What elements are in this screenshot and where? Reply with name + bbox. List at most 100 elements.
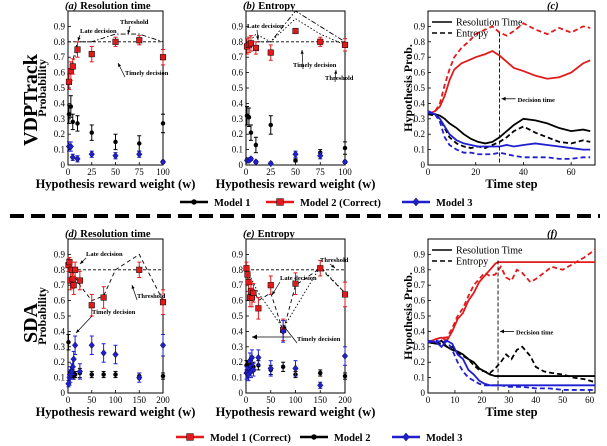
data-point	[252, 44, 259, 52]
y-tick-label: 0.7	[54, 280, 66, 290]
series-line	[427, 339, 595, 387]
panel-title-text: Entropy	[258, 1, 296, 12]
data-point	[341, 158, 349, 166]
legend-label: Model 2 (Correct)	[300, 198, 381, 209]
y-tick-label: 0.9	[232, 21, 244, 31]
legend-label: Model 1	[214, 198, 250, 209]
x-tick-label: 75	[316, 167, 326, 177]
y-tick-label: 0.8	[232, 37, 244, 47]
y-tick-label: 0	[421, 388, 426, 398]
annotation-arrowhead	[80, 260, 84, 264]
legend-bottom: Model 1 (Correct) Model 2 Model 3	[176, 432, 462, 444]
annotation-arrow	[282, 324, 298, 344]
y-tick-label: 0.3	[414, 114, 426, 124]
data-point	[65, 78, 73, 85]
data-point	[136, 150, 143, 158]
data-point	[160, 373, 166, 379]
panel-letter: (b)	[243, 1, 255, 12]
x-tick-label: 25	[266, 167, 276, 177]
data-point	[159, 158, 167, 166]
panel-title: (d) Resolution time	[65, 229, 151, 240]
data-point	[244, 271, 251, 278]
panel-letter: (e)	[243, 229, 255, 240]
panel-f: 0 0.1 0.2 0.3 0.4 0.5 0.6 0.7 0.8 0.9 0 10 20 30 40 50 6…	[401, 229, 596, 419]
annotation-timely-decision: Timely decision	[125, 70, 169, 77]
x-tick-label: 60	[585, 395, 595, 405]
decision-time-label: Decision time	[516, 329, 553, 336]
annotation-threshold: Threshold	[137, 293, 166, 300]
data-point	[66, 111, 72, 117]
row-label-vdptrack: VDPTrack	[20, 53, 42, 146]
y-tick-label: 0.9	[54, 21, 66, 31]
y-tick-label: 0.1	[54, 373, 65, 383]
data-point	[72, 341, 79, 349]
data-point	[88, 51, 95, 58]
annotation-arrowhead	[500, 329, 505, 334]
data-point	[112, 152, 119, 160]
data-point	[292, 364, 299, 373]
annotation-timely-decision: Timely decision	[297, 336, 341, 343]
y-tick-label: 0.2	[54, 129, 65, 139]
data-point	[341, 291, 349, 298]
data-point	[74, 46, 81, 53]
legend-label: Model 3	[436, 198, 472, 209]
y-tick-label: 0.2	[54, 357, 65, 367]
data-point	[255, 305, 262, 312]
x-tick-label: 0	[244, 167, 249, 177]
y-tick-label: 0.8	[414, 37, 426, 47]
y-tick-label: 0.2	[232, 129, 243, 139]
y-tick-label: 0.8	[414, 265, 426, 275]
legend-label: Model 3	[426, 433, 462, 444]
y-tick-label: 0.7	[232, 280, 244, 290]
legend-label: Model 2	[334, 433, 370, 444]
row-label-sda: SDA	[20, 302, 42, 343]
x-tick-label: 40	[519, 167, 529, 177]
y-tick-label: 0.3	[54, 342, 66, 352]
annotation-timely-decision: Timely decision	[92, 309, 136, 316]
data-point	[68, 104, 74, 109]
y-tick-label: 0.8	[232, 265, 244, 275]
x-tick-label: 200	[338, 395, 352, 405]
decision-time-label: Decision time	[518, 97, 555, 104]
annotation-arrowhead	[252, 334, 257, 340]
panel-title: (a) Resolution time	[65, 1, 151, 12]
annotation-arrowhead	[131, 285, 135, 289]
annotation-late-decision: Late decision	[86, 251, 123, 258]
legend-marker	[402, 432, 410, 442]
panel-title-text: Entropy	[258, 229, 296, 240]
x-tick-label: 100	[109, 395, 123, 405]
annotation-arrowhead	[283, 325, 287, 329]
panel-letter: (c)	[547, 1, 559, 12]
y-tick-label: 0.9	[414, 249, 426, 259]
x-tick-label: 0	[426, 395, 431, 405]
legend-dashed-label: Entropy	[456, 29, 488, 40]
x-axis-label: Hypothesis reward weight (w)	[36, 177, 196, 191]
y-tick-label: 0.5	[54, 83, 66, 93]
panel-title: (b) Entropy	[243, 1, 296, 12]
legend-dashed-label: Entropy	[456, 257, 488, 268]
x-tick-label: 60	[567, 167, 577, 177]
annotation-late-decision: Late decision	[247, 23, 284, 30]
data-point	[69, 63, 76, 70]
y-tick-label: 0.6	[232, 296, 244, 306]
annotation-arrow	[75, 315, 93, 334]
data-point	[280, 327, 287, 336]
y-tick-label: 0.3	[232, 342, 244, 352]
data-point	[280, 364, 286, 370]
data-point	[137, 141, 142, 146]
annotation-arrowhead	[118, 63, 122, 67]
x-tick-label: 50	[87, 395, 97, 405]
data-point	[136, 373, 143, 382]
trend-curve	[67, 253, 164, 302]
panel-title-text: Resolution time	[80, 229, 151, 240]
data-point	[88, 302, 95, 309]
y-tick-label: 0.6	[414, 296, 426, 306]
x-tick-label: 0	[66, 395, 71, 405]
annotation-arrowhead	[77, 37, 81, 41]
data-point	[252, 158, 259, 166]
data-point	[341, 352, 349, 360]
y-tick-label: 0.9	[54, 249, 66, 259]
series-line	[427, 111, 591, 151]
data-point	[101, 372, 106, 377]
data-point	[136, 266, 143, 273]
